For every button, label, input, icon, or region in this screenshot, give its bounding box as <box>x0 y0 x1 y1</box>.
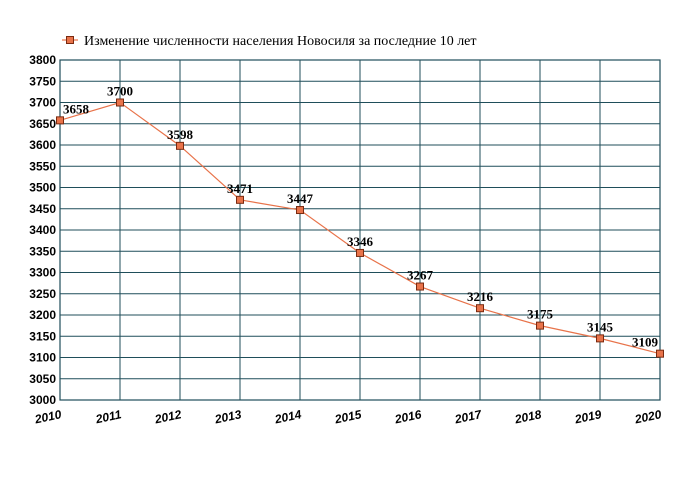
y-tick-label: 3350 <box>29 244 56 258</box>
data-label: 3267 <box>407 268 434 283</box>
data-point <box>356 248 364 257</box>
data-label: 3216 <box>467 289 494 304</box>
y-tick-label: 3750 <box>29 74 56 88</box>
data-point <box>176 141 184 150</box>
y-tick-label: 3550 <box>29 159 56 173</box>
data-label: 3471 <box>227 181 253 196</box>
data-point <box>56 116 64 125</box>
x-tick-label: 2011 <box>93 407 122 426</box>
y-tick-label: 3000 <box>29 393 56 407</box>
y-tick-label: 3500 <box>29 181 56 195</box>
data-label: 3346 <box>347 234 374 249</box>
data-label: 3658 <box>63 101 90 116</box>
y-axis: 3000 3050 3100 3150 3200 3250 3300 3350 3400 3450… <box>29 53 56 407</box>
x-tick-label: 2018 <box>513 407 543 427</box>
data-label: 3598 <box>167 127 194 142</box>
x-tick-label: 2015 <box>333 407 363 427</box>
y-tick-label: 3250 <box>29 287 56 301</box>
data-point <box>596 334 604 343</box>
x-tick-label: 2010 <box>33 407 63 427</box>
data-point <box>416 282 424 291</box>
x-tick-label: 2012 <box>153 407 183 427</box>
data-label: 3145 <box>587 319 614 334</box>
data-point <box>656 349 664 358</box>
data-point <box>476 304 484 313</box>
y-tick-label: 3050 <box>29 372 56 386</box>
data-label: 3109 <box>632 335 659 350</box>
legend-marker <box>66 36 74 44</box>
series-layer <box>56 98 664 358</box>
y-tick-label: 3600 <box>29 138 56 152</box>
y-tick-label: 3400 <box>29 223 56 237</box>
data-point <box>296 206 304 215</box>
y-tick-label: 3450 <box>29 202 56 216</box>
legend-entry: Изменение численности населения Новосиля… <box>84 34 477 49</box>
data-label: 3447 <box>287 191 314 206</box>
x-tick-label: 2017 <box>453 407 484 427</box>
y-tick-label: 3650 <box>29 117 56 131</box>
y-tick-label: 3800 <box>29 53 56 67</box>
x-tick-label: 2013 <box>213 407 243 427</box>
x-tick-label: 2019 <box>573 407 603 427</box>
y-tick-label: 3200 <box>29 308 56 322</box>
y-tick-label: 3700 <box>29 96 56 110</box>
x-tick-label: 2020 <box>633 407 663 427</box>
x-tick-label: 2014 <box>273 407 303 427</box>
grid <box>59 59 661 401</box>
data-point <box>536 321 544 330</box>
data-labels: 3658 3700 3598 3471 3447 3346 3267 3216 3175 3145… <box>63 84 659 350</box>
data-label: 3700 <box>107 84 133 99</box>
legend: Изменение численности населения Новосиля… <box>62 34 477 49</box>
x-axis: 2010 2011 2012 2013 2014 2015 2016 2017 2018 2019… <box>33 407 663 427</box>
x-tick-label: 2016 <box>393 407 423 427</box>
y-tick-label: 3100 <box>29 351 56 365</box>
y-tick-label: 3150 <box>29 329 56 343</box>
data-point <box>116 98 124 107</box>
data-point <box>236 195 244 204</box>
data-label: 3175 <box>527 307 554 322</box>
y-tick-label: 3300 <box>29 266 56 280</box>
